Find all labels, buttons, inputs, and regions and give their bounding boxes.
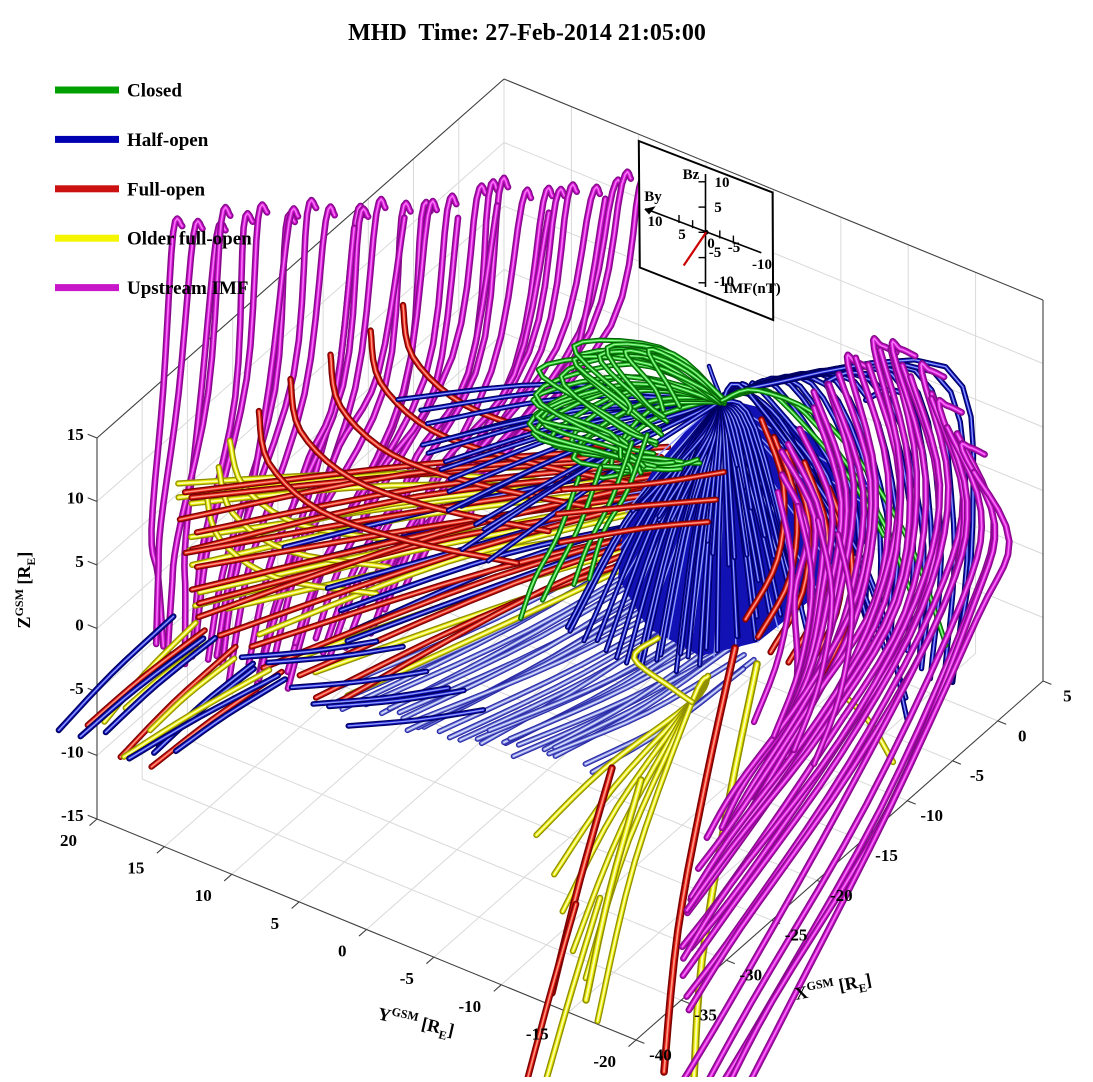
svg-text:Closed: Closed bbox=[127, 81, 182, 102]
svg-text:-15: -15 bbox=[526, 1024, 549, 1043]
svg-text:-15: -15 bbox=[61, 806, 84, 825]
svg-text:Full-open: Full-open bbox=[127, 179, 206, 200]
svg-text:15: 15 bbox=[127, 859, 144, 878]
svg-text:-40: -40 bbox=[649, 1045, 672, 1064]
svg-text:-20: -20 bbox=[830, 886, 853, 905]
svg-text:Half-open: Half-open bbox=[127, 130, 209, 151]
svg-text:-20: -20 bbox=[593, 1052, 616, 1071]
svg-text:0: 0 bbox=[75, 616, 84, 635]
svg-text:-5: -5 bbox=[709, 245, 722, 261]
svg-text:IMF(nT): IMF(nT) bbox=[723, 281, 781, 297]
svg-text:MHD Time: 27-Feb-2014 21:05:0: MHD Time: 27-Feb-2014 21:05:00 bbox=[348, 20, 706, 46]
svg-text:10: 10 bbox=[67, 489, 84, 508]
svg-text:-25: -25 bbox=[785, 926, 808, 945]
svg-text:5: 5 bbox=[75, 552, 84, 571]
svg-text:10: 10 bbox=[648, 214, 663, 230]
svg-text:10: 10 bbox=[195, 886, 212, 905]
svg-text:15: 15 bbox=[67, 425, 84, 444]
svg-text:-5: -5 bbox=[728, 240, 741, 256]
svg-text:-10: -10 bbox=[714, 274, 734, 290]
svg-text:-15: -15 bbox=[875, 846, 898, 865]
svg-text:20: 20 bbox=[60, 831, 77, 850]
svg-text:-5: -5 bbox=[970, 766, 984, 785]
svg-text:-5: -5 bbox=[70, 679, 84, 698]
svg-text:-10: -10 bbox=[920, 806, 943, 825]
svg-text:Upstream IMF: Upstream IMF bbox=[127, 278, 249, 299]
svg-text:Bz: Bz bbox=[683, 167, 700, 183]
svg-text:-10: -10 bbox=[459, 997, 482, 1016]
svg-text:5: 5 bbox=[678, 227, 686, 243]
svg-text:0: 0 bbox=[707, 236, 715, 252]
svg-text:-10: -10 bbox=[752, 257, 772, 273]
svg-text:-30: -30 bbox=[739, 966, 762, 985]
svg-text:-10: -10 bbox=[61, 743, 84, 762]
svg-text:By: By bbox=[644, 189, 662, 205]
svg-text:5: 5 bbox=[714, 200, 722, 216]
svg-text:5: 5 bbox=[271, 914, 280, 933]
svg-text:-5: -5 bbox=[400, 969, 414, 988]
svg-text:0: 0 bbox=[338, 942, 347, 961]
svg-text:5: 5 bbox=[1063, 686, 1072, 705]
svg-text:Older full-open: Older full-open bbox=[127, 229, 252, 250]
svg-text:0: 0 bbox=[1018, 726, 1027, 745]
svg-text:-35: -35 bbox=[694, 1006, 717, 1025]
svg-text:10: 10 bbox=[715, 175, 730, 191]
